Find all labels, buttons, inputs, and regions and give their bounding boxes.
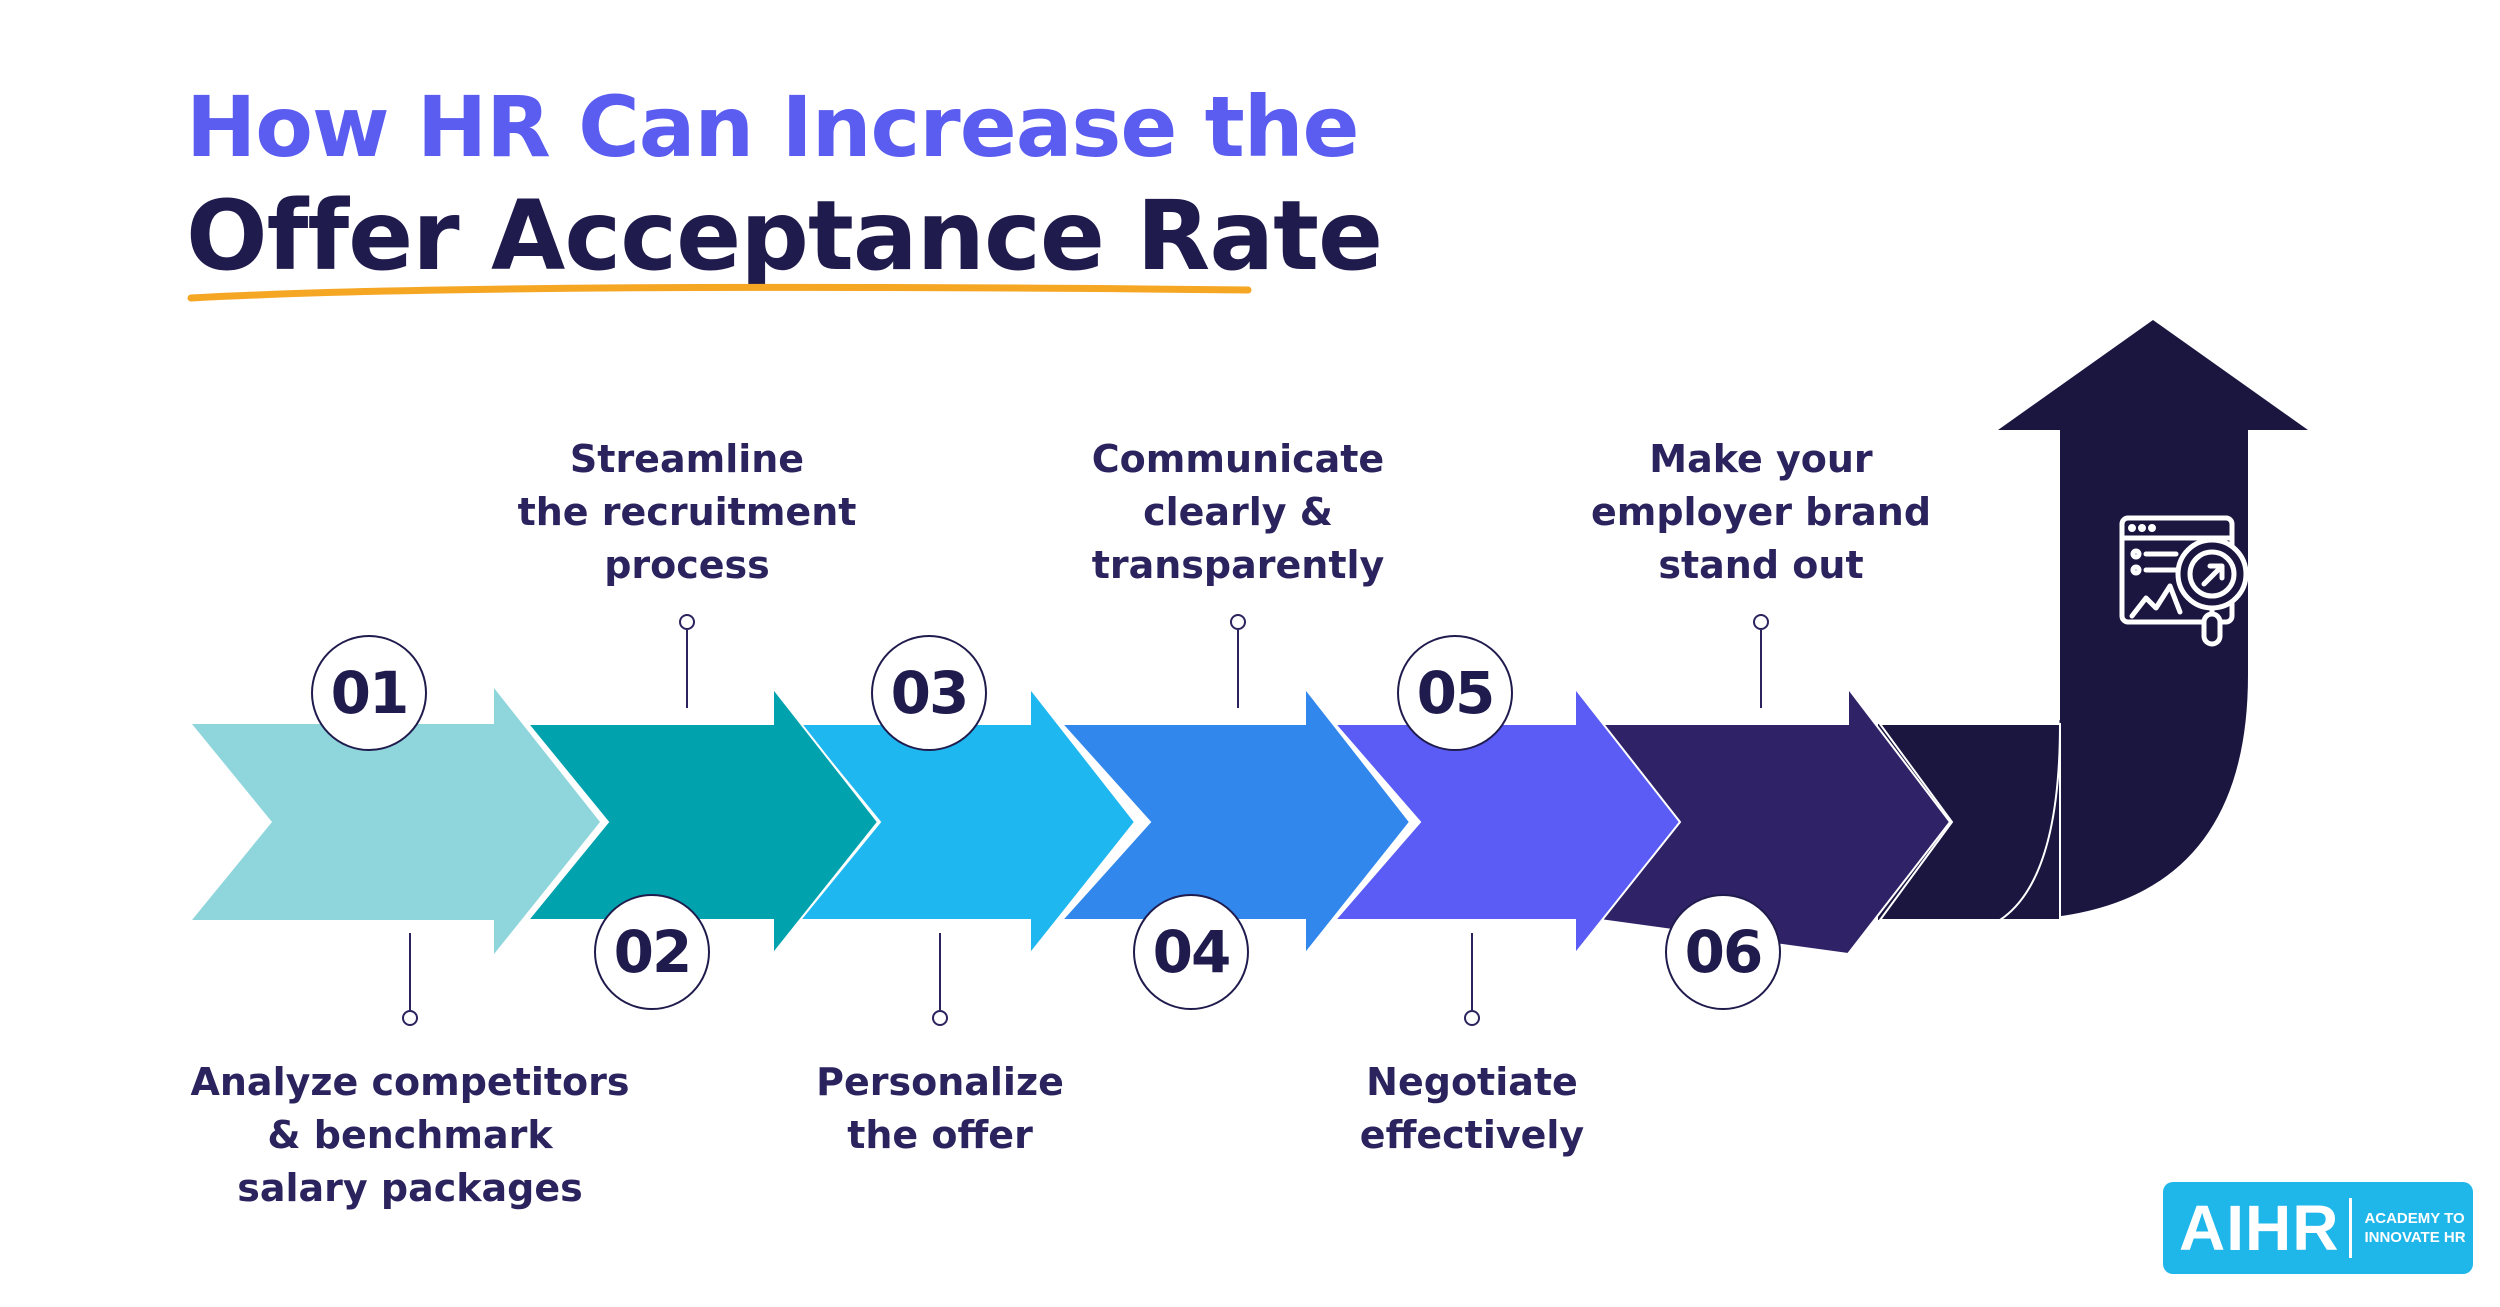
connector-pin-step-6 bbox=[1753, 614, 1769, 708]
step-1-chevron bbox=[192, 688, 600, 954]
step-2-label: Streamline the recruitment process bbox=[517, 437, 857, 587]
connector-pin-step-1 bbox=[402, 933, 418, 1026]
connector-pin-step-4 bbox=[1230, 614, 1246, 708]
page-title-line-1: How HR Can Increase the bbox=[186, 78, 1360, 176]
step-1-label: Analyze competitors & benchmark salary p… bbox=[190, 1060, 630, 1210]
step-7-connector bbox=[1878, 723, 2061, 921]
analytics-magnifier-icon bbox=[2119, 515, 2249, 647]
logo-tagline: ACADEMY TO INNOVATE HR bbox=[2364, 1210, 2466, 1246]
logo-wordmark: AIHR bbox=[2179, 1192, 2340, 1264]
step-5-label: Negotiate effectively bbox=[1359, 1060, 1585, 1157]
connector-pin-step-3 bbox=[932, 933, 948, 1026]
step-6-label: Make your employer brand stand out bbox=[1590, 437, 1932, 587]
step-4-label: Communicate clearly & transparently bbox=[1091, 437, 1385, 587]
page-title-line-2: Offer Acceptance Rate bbox=[186, 180, 1383, 292]
step-1-number: 01 bbox=[311, 635, 427, 751]
step-2-chevron bbox=[525, 685, 880, 957]
logo-divider bbox=[2349, 1198, 2353, 1258]
title-underline bbox=[187, 283, 1252, 302]
step-5-chevron bbox=[1332, 685, 1682, 957]
step-3-chevron bbox=[797, 685, 1137, 957]
connector-pin-step-2 bbox=[679, 614, 695, 708]
step-6-number: 06 bbox=[1665, 894, 1781, 1010]
final-arrow-curve-line bbox=[1999, 723, 2061, 921]
step-3-label: Personalize the offer bbox=[816, 1060, 1064, 1157]
step-3-number: 03 bbox=[871, 635, 987, 751]
connector-pin-step-5 bbox=[1464, 933, 1480, 1026]
step-4-number: 04 bbox=[1133, 894, 1249, 1010]
step-2-number: 02 bbox=[594, 894, 710, 1010]
step-4-chevron bbox=[1059, 685, 1412, 957]
aihr-logo: AIHR ACADEMY TO INNOVATE HR bbox=[2163, 1182, 2473, 1274]
step-5-number: 05 bbox=[1397, 635, 1513, 751]
